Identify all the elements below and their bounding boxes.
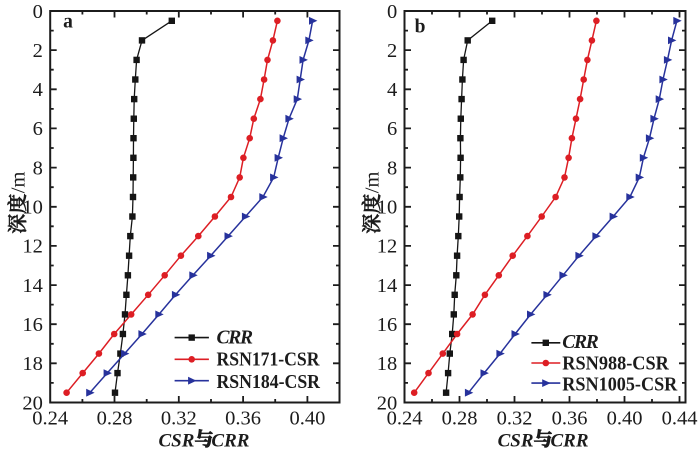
svg-text:CSR: CSR [159, 431, 195, 452]
svg-text:0.32: 0.32 [161, 408, 197, 430]
svg-text:14: 14 [22, 275, 43, 297]
svg-text:6: 6 [33, 118, 43, 140]
svg-text:0: 0 [387, 1, 397, 23]
svg-text:0.44: 0.44 [662, 408, 698, 430]
svg-text:12: 12 [22, 236, 43, 258]
svg-text:20: 20 [22, 392, 43, 414]
svg-text:2: 2 [387, 40, 397, 62]
svg-text:a: a [63, 12, 73, 33]
svg-text:20: 20 [377, 392, 398, 414]
svg-text:0.40: 0.40 [607, 408, 643, 430]
svg-text:0.28: 0.28 [97, 408, 133, 430]
svg-text:CRR: CRR [562, 332, 599, 353]
svg-text:6: 6 [387, 118, 397, 140]
svg-text:0.32: 0.32 [497, 408, 533, 430]
svg-text:CSR: CSR [498, 431, 534, 452]
svg-text:0.24: 0.24 [387, 408, 423, 430]
svg-text:0.36: 0.36 [225, 408, 261, 430]
svg-text:0.28: 0.28 [442, 408, 478, 430]
svg-text:2: 2 [33, 40, 43, 62]
svg-text:4: 4 [387, 79, 397, 101]
svg-text:/m: /m [7, 172, 29, 194]
svg-text:18: 18 [377, 353, 398, 375]
svg-text:18: 18 [22, 353, 43, 375]
svg-text:4: 4 [33, 79, 43, 101]
svg-text:12: 12 [377, 236, 398, 258]
svg-text:8: 8 [33, 157, 43, 179]
svg-text:0.36: 0.36 [552, 408, 588, 430]
svg-text:CRR: CRR [217, 327, 254, 348]
svg-text:RSN1005-CSR: RSN1005-CSR [562, 375, 678, 396]
svg-text:/m: /m [362, 172, 384, 194]
svg-text:16: 16 [22, 314, 43, 336]
svg-text:10: 10 [22, 197, 43, 219]
svg-text:10: 10 [377, 197, 398, 219]
svg-text:CRR: CRR [551, 431, 589, 452]
svg-text:16: 16 [377, 314, 398, 336]
svg-text:RSN988-CSR: RSN988-CSR [562, 353, 669, 374]
svg-text:RSN184-CSR: RSN184-CSR [217, 372, 321, 393]
svg-text:0.40: 0.40 [289, 408, 325, 430]
svg-text:b: b [415, 17, 426, 38]
svg-text:0: 0 [33, 1, 43, 23]
svg-text:0.24: 0.24 [32, 408, 68, 430]
svg-text:8: 8 [387, 157, 397, 179]
svg-text:RSN171-CSR: RSN171-CSR [217, 349, 321, 370]
svg-text:14: 14 [377, 275, 398, 297]
svg-text:CRR: CRR [211, 431, 249, 452]
